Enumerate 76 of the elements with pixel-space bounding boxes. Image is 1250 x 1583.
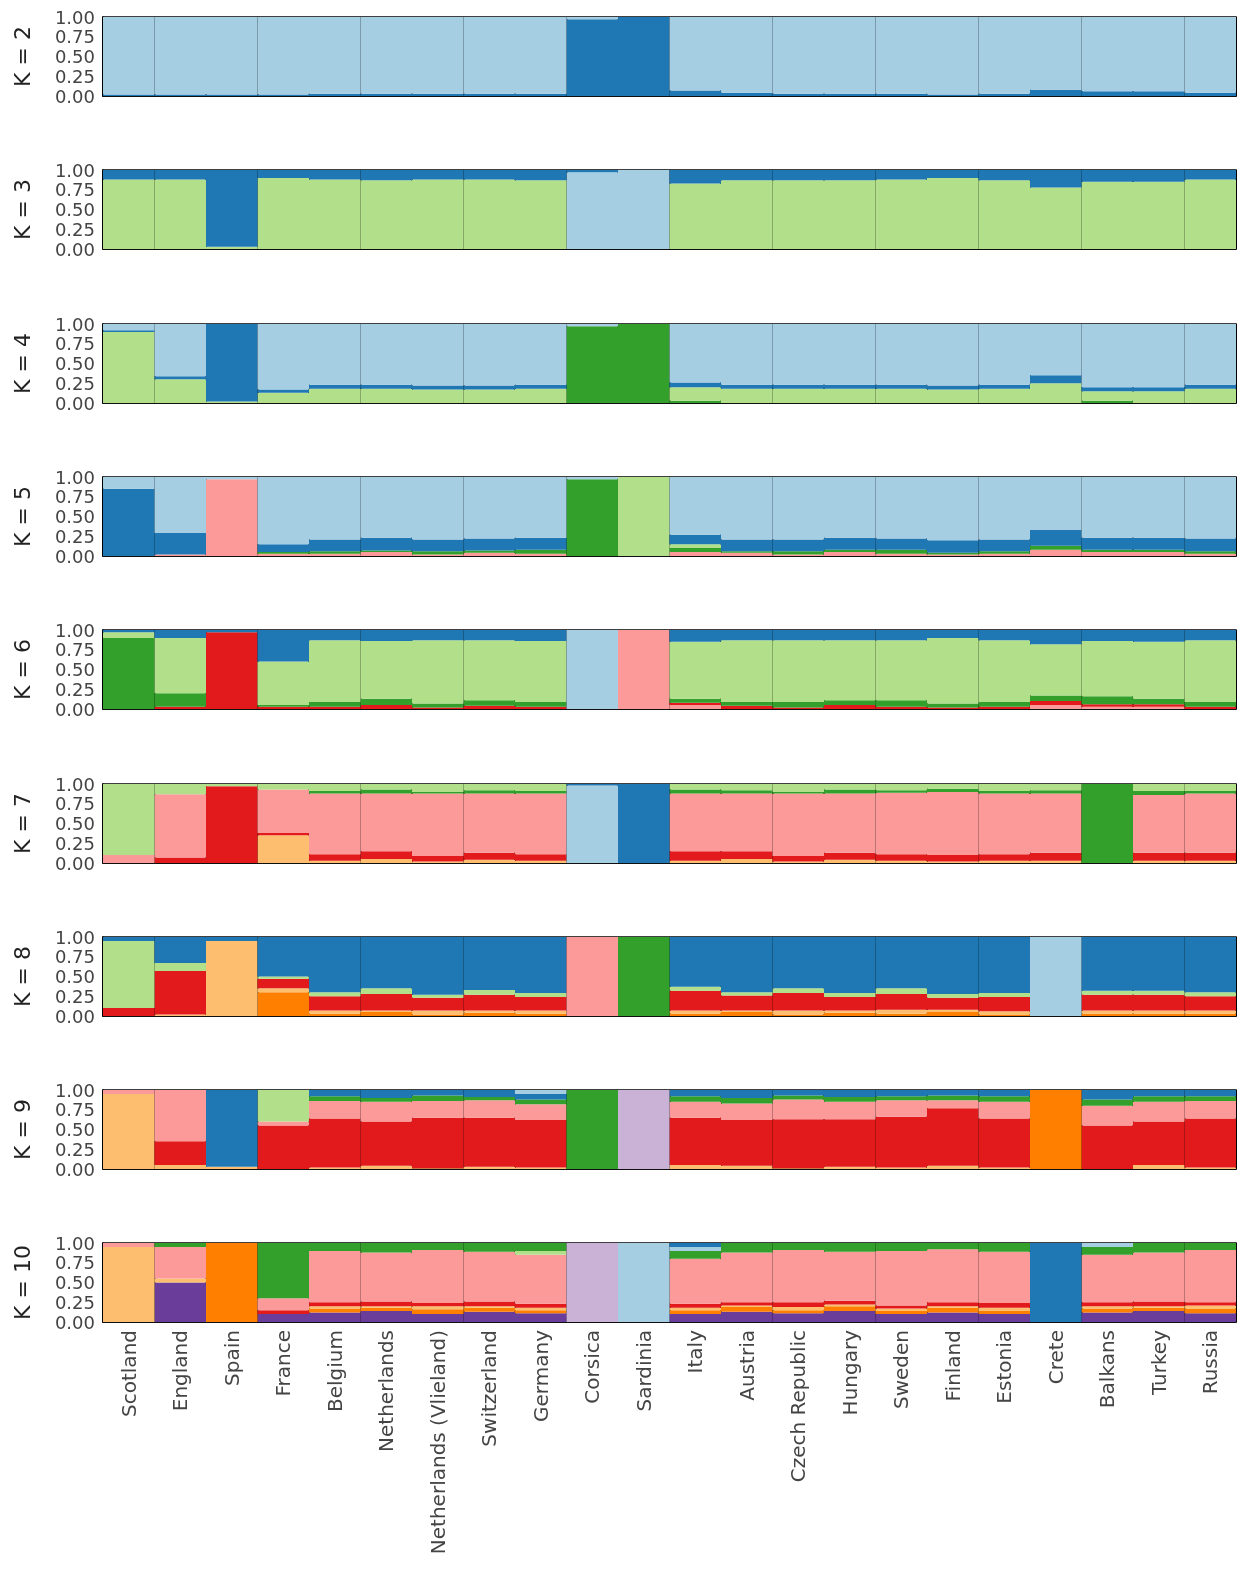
x-tick-label: Sweden <box>889 1330 914 1410</box>
y-tick-label: 0.00 <box>54 392 95 414</box>
y-tick-label: 1.00 <box>54 1232 95 1254</box>
y-tick-label: 0.50 <box>54 505 95 527</box>
x-tick-label: Scotland <box>116 1330 141 1418</box>
y-tick-label: 0.25 <box>54 678 95 700</box>
y-tick-label: 0.00 <box>54 852 95 873</box>
y-tick-label: 0.50 <box>54 659 95 681</box>
y-tick-label: 0.00 <box>54 85 95 107</box>
y-axis-title: K = 10 <box>9 1245 35 1321</box>
y-tick-label: 0.25 <box>54 832 95 854</box>
x-tick-label: Corsica <box>580 1330 605 1405</box>
y-tick-label: 1.00 <box>54 159 95 181</box>
y-tick-label: 0.75 <box>54 26 95 48</box>
y-tick-label: 0.75 <box>54 792 95 814</box>
x-tick-label: Estonia <box>992 1330 1017 1405</box>
y-tick-label: 0.25 <box>54 1138 95 1160</box>
x-tick-label: Russia <box>1198 1330 1223 1395</box>
y-tick-label: 1.00 <box>54 926 95 948</box>
y-tick-label: 0.75 <box>54 1099 95 1121</box>
y-axis-title: K = 2 <box>9 26 35 87</box>
x-tick-label: Italy <box>683 1330 708 1374</box>
y-tick-label: 1.00 <box>54 1079 95 1101</box>
y-tick-label: 0.50 <box>54 352 95 374</box>
y-tick-label: 1.00 <box>54 619 95 641</box>
y-tick-label: 1.00 <box>54 466 95 488</box>
y-tick-label: 0.00 <box>54 1005 95 1027</box>
x-tick-label: Balkans <box>1095 1330 1120 1409</box>
y-tick-label: 0.25 <box>54 65 95 87</box>
x-tick-label: Austria <box>734 1330 759 1402</box>
y-axis-title: K = 3 <box>9 179 35 241</box>
y-tick-label: 0.25 <box>54 985 95 1007</box>
y-tick-label: 0.00 <box>54 545 95 567</box>
y-tick-label: 0.75 <box>54 639 95 661</box>
y-tick-label: 0.50 <box>54 812 95 834</box>
y-tick-label: 0.50 <box>54 1272 95 1294</box>
x-tick-label: France <box>271 1330 296 1397</box>
y-axis-title: K = 5 <box>9 485 35 547</box>
y-tick-label: 0.50 <box>54 1119 95 1141</box>
y-tick-label: 0.75 <box>54 946 95 968</box>
x-tick-label: Netherlands <box>374 1330 399 1453</box>
y-tick-label: 0.50 <box>54 46 95 67</box>
y-tick-label: 1.00 <box>54 773 95 794</box>
x-tick-label: Switzerland <box>477 1330 502 1448</box>
x-tick-label: Belgium <box>322 1330 347 1413</box>
y-axis-title: K = 6 <box>9 639 35 701</box>
y-tick-label: 1.00 <box>54 313 95 335</box>
y-tick-label: 0.25 <box>54 219 95 241</box>
y-axis-title: K = 7 <box>9 792 35 854</box>
y-tick-label: 0.00 <box>54 1311 95 1333</box>
y-tick-label: 0.00 <box>54 1158 95 1180</box>
y-tick-label: 0.50 <box>54 965 95 987</box>
x-tick-label: Czech Republic <box>786 1330 811 1483</box>
x-tick-label: Germany <box>528 1330 553 1423</box>
y-tick-label: 0.50 <box>54 199 95 221</box>
x-tick-label: Sardinia <box>631 1330 656 1412</box>
y-tick-label: 0.25 <box>54 1292 95 1314</box>
y-tick-label: 0.75 <box>54 332 95 354</box>
y-tick-label: 0.75 <box>54 486 95 508</box>
x-tick-label: Crete <box>1043 1330 1068 1385</box>
x-tick-label: Turkey <box>1146 1330 1171 1397</box>
y-tick-label: 0.75 <box>54 179 95 201</box>
x-tick-label: Finland <box>940 1330 965 1402</box>
y-axis-title: K = 9 <box>9 1099 35 1161</box>
x-tick-label: England <box>168 1330 193 1412</box>
y-tick-label: 1.00 <box>54 6 95 28</box>
y-axis-title: K = 8 <box>9 945 35 1007</box>
y-tick-label: 0.75 <box>54 1252 95 1274</box>
y-tick-label: 0.25 <box>54 525 95 547</box>
x-tick-label: Netherlands (Vlieland) <box>425 1330 450 1555</box>
y-tick-label: 0.00 <box>54 238 95 260</box>
y-axis-title: K = 4 <box>9 332 35 394</box>
y-tick-label: 0.25 <box>54 372 95 394</box>
x-tick-label: Hungary <box>837 1330 862 1416</box>
y-tick-label: 0.00 <box>54 698 95 720</box>
x-tick-label: Spain <box>219 1330 244 1387</box>
